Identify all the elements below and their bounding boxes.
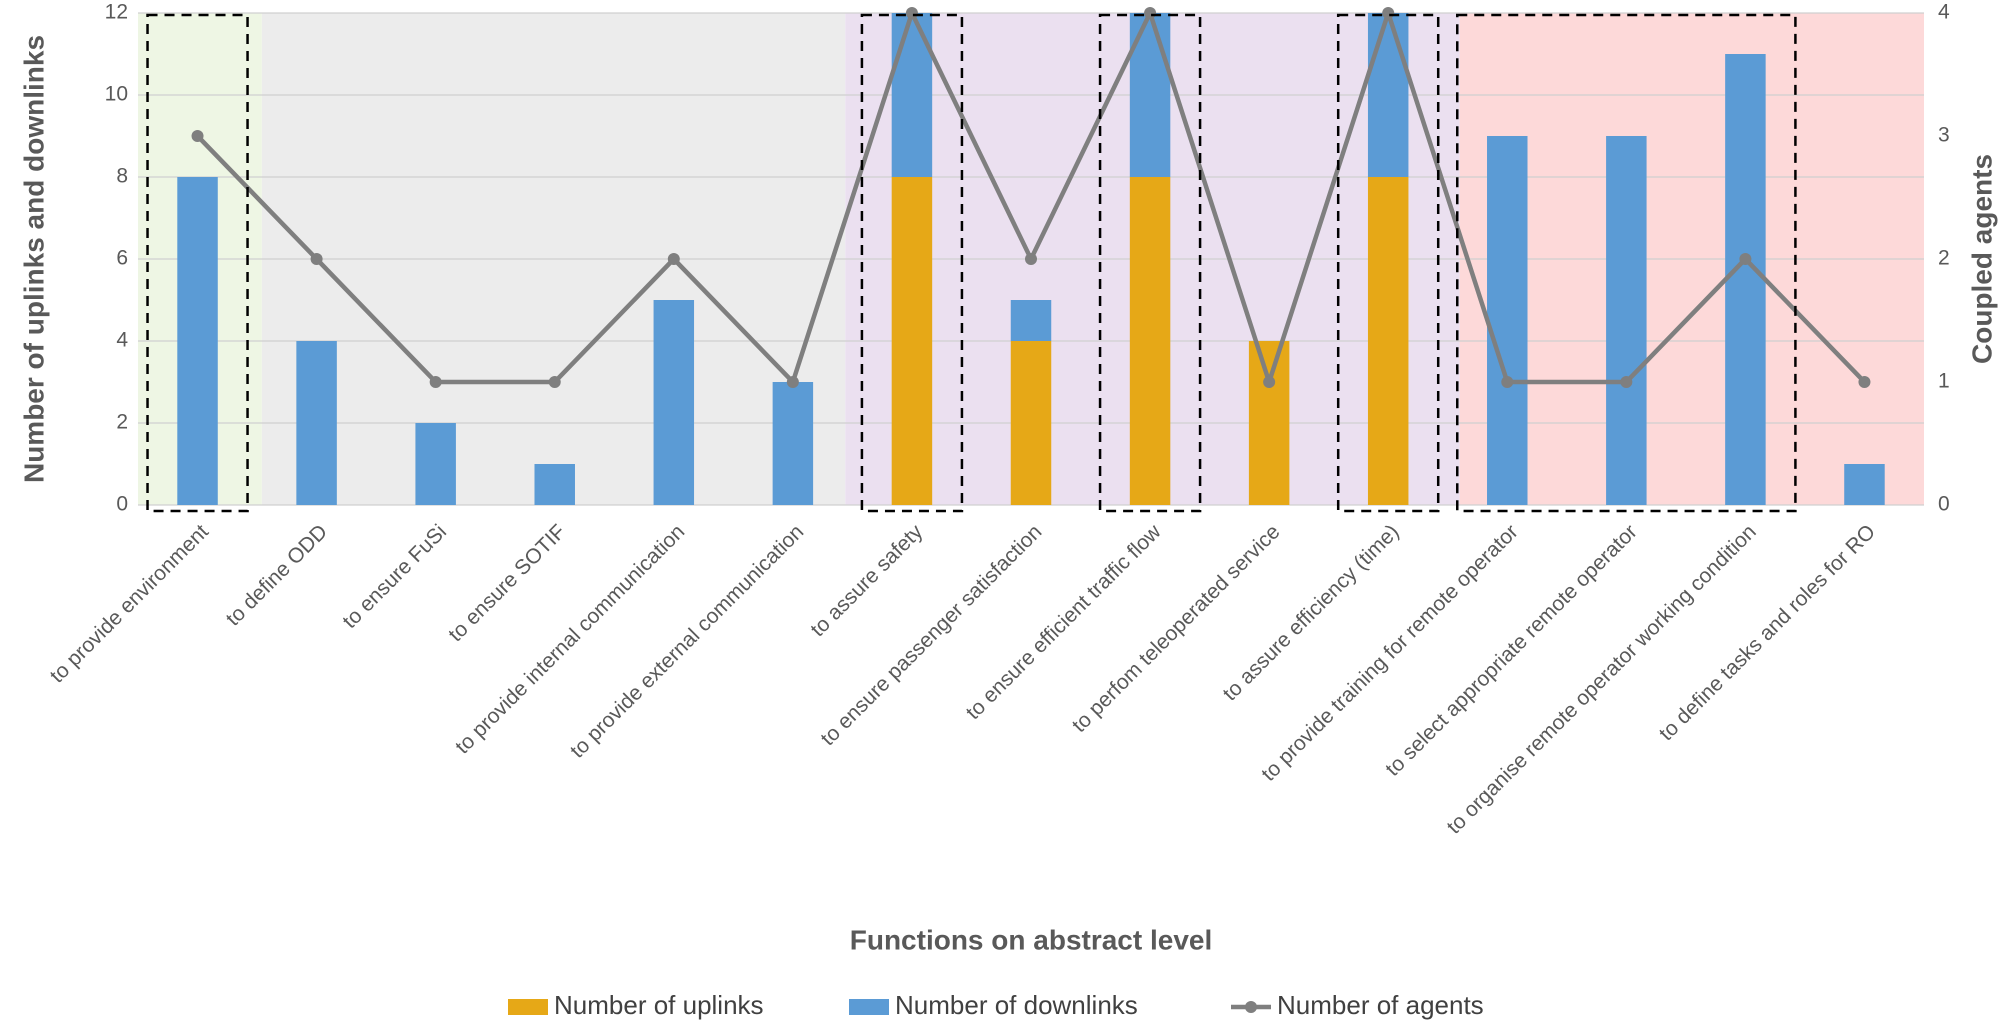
line-marker (1620, 376, 1633, 388)
bar (296, 341, 337, 505)
line-marker (548, 376, 561, 388)
y-tick-label: 2 (116, 411, 128, 434)
y-axis-title: Number of uplinks and downlinks (18, 35, 49, 483)
y-tick-label: 4 (116, 329, 128, 352)
highlight-box (860, 13, 964, 513)
y-tick-label: 0 (116, 493, 128, 516)
line-marker (786, 376, 799, 388)
bar (415, 423, 456, 505)
line-marker (1144, 7, 1157, 19)
x-tick-label: to provide external communication (566, 520, 808, 762)
line-marker (1382, 7, 1395, 19)
y2-tick-label: 1 (1938, 370, 1950, 393)
bar (1844, 464, 1885, 505)
line-marker (1501, 376, 1514, 388)
x-tick-label: to ensure passenger satisfaction (816, 520, 1046, 750)
y2-tick-label: 4 (1938, 1, 1950, 24)
highlight-box (1098, 13, 1202, 513)
bar (772, 382, 814, 505)
line-marker (1739, 253, 1752, 265)
line-marker (905, 7, 918, 19)
highlight-box (1456, 13, 1797, 513)
legend-swatch (508, 999, 548, 1015)
bar (1010, 341, 1052, 505)
y2-tick-label: 3 (1938, 124, 1950, 147)
x-tick-label: to provide internal communication (451, 520, 689, 758)
y-tick-label: 6 (116, 247, 128, 270)
y2-axis-title: Coupled agents (1966, 154, 1997, 364)
legend-marker (1245, 1001, 1257, 1013)
x-axis-title: Functions on abstract level (850, 924, 1213, 955)
line-marker (667, 253, 680, 265)
y2-tick-label: 0 (1938, 493, 1950, 516)
bar (534, 464, 575, 505)
bar (891, 177, 933, 505)
line-marker (310, 253, 323, 265)
line-marker (1263, 376, 1276, 388)
highlight-box (1336, 13, 1440, 513)
legend-label: Number of downlinks (895, 990, 1138, 1020)
bar (1129, 177, 1171, 505)
bar (653, 300, 695, 505)
x-tick-label: to ensure FuSi (338, 520, 451, 633)
bar (1248, 341, 1290, 505)
bar (1606, 136, 1647, 505)
x-tick-label: to ensure efficient traffic flow (962, 520, 1166, 724)
x-tick-label: to provide environment (46, 520, 213, 687)
x-tick-label: to perfom teleoperated service (1068, 520, 1285, 737)
bar (1367, 177, 1409, 505)
y2-tick-label: 2 (1938, 247, 1950, 270)
y-tick-label: 10 (105, 83, 128, 106)
line-marker (1025, 253, 1037, 265)
x-tick-label: to define ODD (222, 520, 332, 630)
bar (1725, 54, 1766, 505)
bar (1010, 300, 1052, 341)
line-marker (191, 130, 204, 142)
y-tick-label: 12 (105, 1, 128, 24)
x-tick-label: to provide training for remote operator (1257, 520, 1523, 786)
legend-label: Number of agents (1277, 990, 1484, 1020)
legend-label: Number of uplinks (554, 990, 764, 1020)
line-marker (429, 376, 442, 388)
x-tick-label: to ensure SOTIF (444, 520, 570, 646)
bar (1367, 13, 1409, 177)
bar (1487, 136, 1528, 505)
y-tick-label: 8 (116, 165, 128, 188)
bar (177, 177, 218, 505)
x-tick-label: to define tasks and roles for RO (1655, 520, 1880, 745)
highlight-box (146, 13, 249, 513)
x-tick-label: to assure safety (806, 520, 927, 641)
legend-swatch (849, 999, 889, 1015)
line-marker (1858, 376, 1871, 388)
x-tick-label: to select appropriate remote operator (1381, 520, 1642, 781)
